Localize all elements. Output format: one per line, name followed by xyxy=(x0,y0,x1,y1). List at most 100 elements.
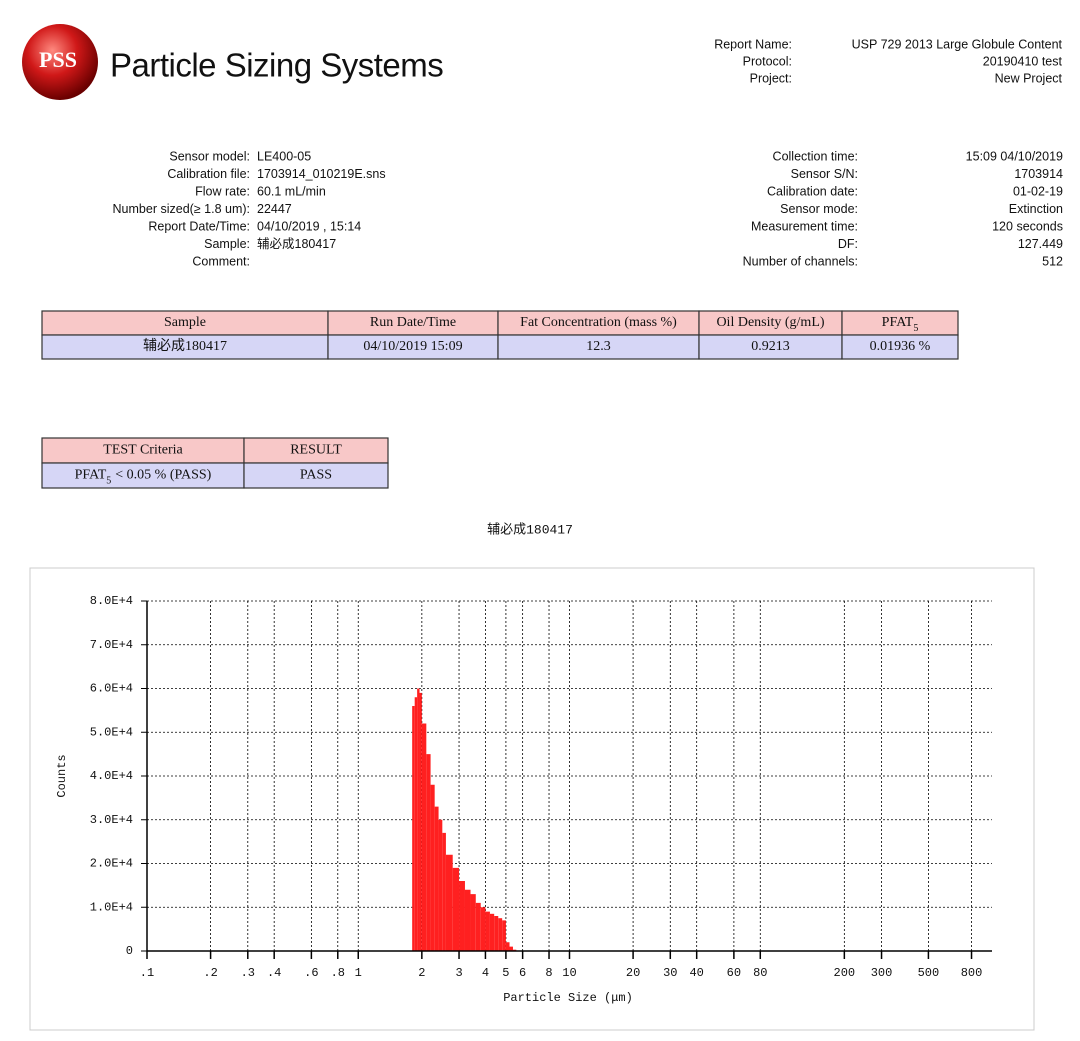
x-tick-label: 3 xyxy=(455,966,462,980)
table-cell xyxy=(243,462,389,489)
x-tick-label: 300 xyxy=(871,966,893,980)
x-tick-label: 4 xyxy=(482,966,489,980)
x-tick-label: .2 xyxy=(203,966,217,980)
x-tick-label: .3 xyxy=(241,966,255,980)
cell-text: 0.01936 % xyxy=(870,339,931,354)
info-value: 1703914 xyxy=(1014,167,1063,181)
header-text: Run Date/Time xyxy=(370,315,456,330)
x-tick-label: 10 xyxy=(562,966,576,980)
info-label: Protocol: xyxy=(743,54,792,68)
histogram-bar xyxy=(417,688,420,951)
histogram-bar xyxy=(452,867,460,951)
x-tick-label: .8 xyxy=(331,966,345,980)
header-text-sub: 5 xyxy=(913,323,918,334)
cell-text-rest: < 0.05 % (PASS) xyxy=(115,468,211,483)
y-tick-label: 7.0E+4 xyxy=(90,638,133,652)
histogram-bar xyxy=(480,907,486,951)
x-tick-label: .4 xyxy=(267,966,281,980)
info-label: Report Name: xyxy=(714,37,792,51)
header-text: PFAT5 xyxy=(882,315,919,334)
y-tick-label: 0 xyxy=(126,944,133,958)
histogram-bar xyxy=(442,832,446,951)
info-value: New Project xyxy=(995,71,1063,85)
header-text: TEST Criteria xyxy=(103,443,183,458)
y-tick-label: 8.0E+4 xyxy=(90,594,133,608)
info-value: 512 xyxy=(1042,254,1063,268)
y-tick-label: 2.0E+4 xyxy=(90,857,133,871)
info-label: Measurement time: xyxy=(751,219,858,233)
histogram-bar xyxy=(426,754,431,951)
cell-text: 辅必成180417 xyxy=(143,338,227,354)
cell-text-sub: 5 xyxy=(106,475,111,486)
logo-ball xyxy=(22,24,98,100)
info-label: Calibration date: xyxy=(767,184,858,198)
x-tick-label: .1 xyxy=(140,966,154,980)
x-tick-label: 30 xyxy=(663,966,677,980)
cell-text: 12.3 xyxy=(586,339,611,354)
x-tick-label: 60 xyxy=(727,966,741,980)
x-tick-label: 2 xyxy=(418,966,425,980)
y-tick-label: 5.0E+4 xyxy=(90,725,133,739)
x-tick-label: 5 xyxy=(502,966,509,980)
x-tick-label: 20 xyxy=(626,966,640,980)
info-value: Extinction xyxy=(1009,202,1063,216)
y-tick-label: 1.0E+4 xyxy=(90,900,133,914)
x-tick-label: 800 xyxy=(961,966,983,980)
histogram-bar xyxy=(434,806,439,951)
table-cell xyxy=(327,334,499,360)
x-tick-label: 6 xyxy=(519,966,526,980)
info-value: USP 729 2013 Large Globule Content xyxy=(852,37,1063,51)
info-label: Comment: xyxy=(192,254,250,268)
histogram-bar xyxy=(438,819,443,951)
y-axis-label: Counts xyxy=(55,754,69,797)
histogram-bar xyxy=(494,916,499,951)
cell-text-main: PFAT xyxy=(75,468,107,483)
info-label: Report Date/Time: xyxy=(148,219,250,233)
info-label: Number sized(≥ 1.8 um): xyxy=(113,202,250,216)
info-value: 60.1 mL/min xyxy=(257,184,326,198)
info-value: 1703914_010219E.sns xyxy=(257,167,386,181)
info-value: 15:09 04/10/2019 xyxy=(966,149,1063,163)
info-value: 120 seconds xyxy=(992,219,1063,233)
histogram-bar xyxy=(464,889,471,951)
x-tick-label: 500 xyxy=(918,966,940,980)
header-text: RESULT xyxy=(290,443,342,458)
histogram-bar xyxy=(459,881,465,951)
header-text: Sample xyxy=(164,315,206,330)
x-tick-label: 80 xyxy=(753,966,767,980)
histogram-bar xyxy=(412,706,415,951)
histogram-bar xyxy=(502,920,506,951)
histogram-bar xyxy=(470,894,476,951)
table-cell xyxy=(497,334,700,360)
info-label: Number of channels: xyxy=(743,254,858,268)
histogram-bar xyxy=(421,723,427,951)
histogram-bar xyxy=(485,911,490,951)
header-text-main: PFAT xyxy=(882,315,914,330)
table-cell xyxy=(841,334,959,360)
logo-text: PSS xyxy=(39,47,77,72)
info-value: 01-02-19 xyxy=(1013,184,1063,198)
info-value: 04/10/2019 , 15:14 xyxy=(257,219,361,233)
info-label: Collection time: xyxy=(773,149,858,163)
x-tick-label: .6 xyxy=(304,966,318,980)
info-label: Flow rate: xyxy=(195,184,250,198)
y-tick-label: 6.0E+4 xyxy=(90,682,133,696)
info-label: Project: xyxy=(750,71,792,85)
histogram-bar xyxy=(445,854,453,951)
x-tick-label: 40 xyxy=(689,966,703,980)
cell-text: 0.9213 xyxy=(751,339,790,354)
histogram-bar xyxy=(509,946,513,951)
company-name: Particle Sizing Systems xyxy=(110,47,443,84)
table-header-cell xyxy=(243,437,389,464)
info-label: Calibration file: xyxy=(167,167,250,181)
chart-frame xyxy=(29,567,1035,1031)
info-label: Sensor model: xyxy=(169,149,250,163)
table-cell xyxy=(41,462,245,489)
info-label: Sensor S/N: xyxy=(791,167,858,181)
info-label: DF: xyxy=(838,237,858,251)
cell-text: PFAT5 < 0.05 % (PASS) xyxy=(75,468,212,487)
header-text: Fat Concentration (mass %) xyxy=(520,315,677,330)
histogram-bar xyxy=(419,692,422,951)
